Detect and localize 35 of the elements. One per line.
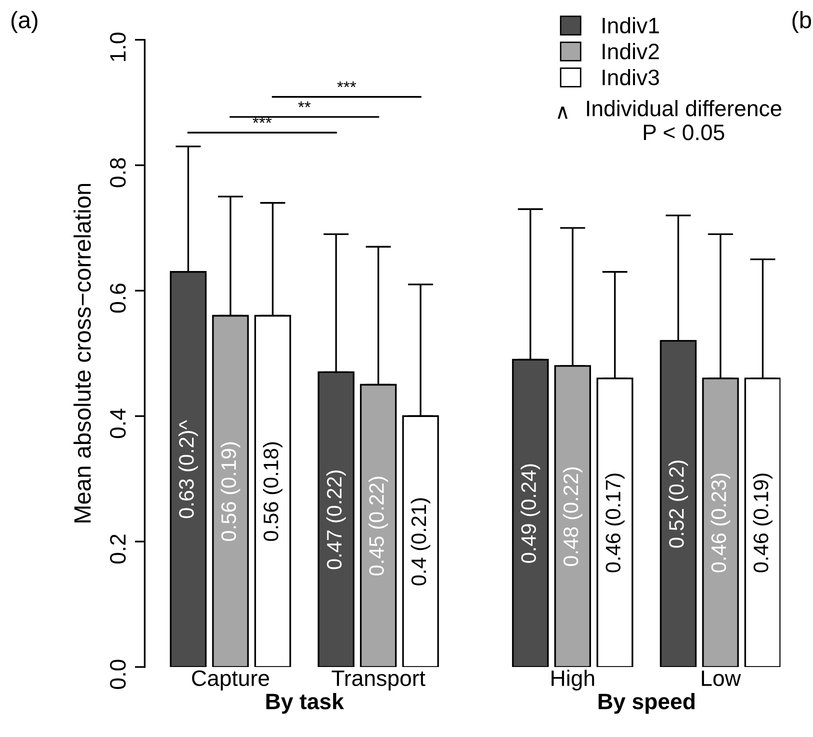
x-tick-label: High	[552, 670, 594, 690]
x-tick-label: Low	[702, 670, 741, 686]
y-tick-label: 0.2	[110, 534, 126, 564]
y-tick-label: 0.0	[110, 660, 126, 689]
x-tick-label: Capture	[192, 670, 270, 690]
data-label: 0.48 (0.22)	[562, 467, 582, 566]
text: By task	[266, 693, 344, 714]
y-tick-label: 0.6	[110, 284, 126, 313]
annotation: ∧	[558, 106, 568, 119]
legend-label: Indiv3	[602, 68, 659, 86]
data-label: 0.56 (0.18)	[263, 442, 282, 541]
annotation: Individual difference P < 0.05	[587, 100, 782, 140]
annotation: ***	[252, 117, 272, 123]
data-label: 0.52 (0.2)	[668, 460, 688, 548]
data-label: 0.46 (0.23)	[710, 474, 730, 572]
data-label: 0.63 (0.2)^	[178, 420, 198, 518]
x-tick-label: Transport	[332, 670, 426, 690]
data-label: 0.45 (0.22)	[368, 476, 388, 576]
y-axis-title: Mean absolute cross−correlation	[74, 184, 91, 522]
data-label: 0.46 (0.19)	[753, 474, 772, 572]
text: By speed	[598, 693, 695, 714]
data-label: 0.46 (0.17)	[605, 474, 625, 572]
y-tick-label: 0.8	[110, 158, 126, 188]
text: (b	[792, 10, 812, 33]
annotation: **	[298, 101, 311, 108]
data-label: 0.47 (0.22)	[326, 470, 346, 570]
data-label: 0.49 (0.24)	[520, 464, 540, 563]
y-tick-label: 0.4	[110, 408, 126, 438]
legend-label: Indiv2	[602, 43, 659, 60]
annotation: ***	[337, 81, 356, 88]
y-tick-label: 1.0	[110, 32, 126, 61]
legend-label: Indiv1	[602, 17, 659, 34]
data-label: 0.4 (0.21)	[410, 498, 430, 586]
data-label: 0.56 (0.19)	[220, 442, 240, 541]
text: (a)	[11, 10, 38, 33]
